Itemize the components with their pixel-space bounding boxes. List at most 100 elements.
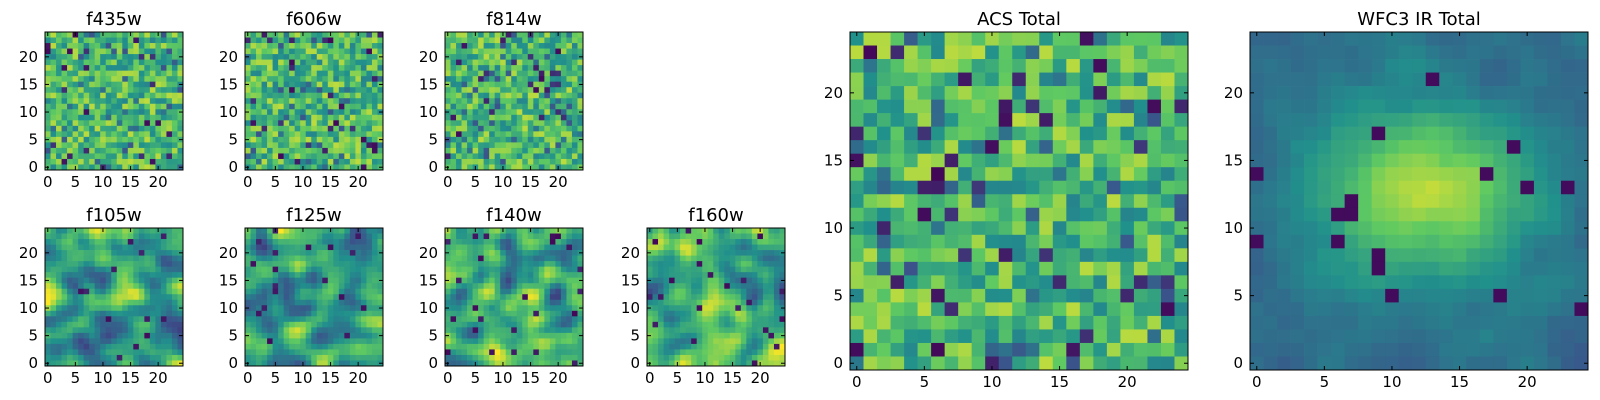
heatmap-cell bbox=[122, 120, 129, 127]
heatmap-cell bbox=[500, 327, 507, 334]
heatmap-cell bbox=[333, 142, 340, 149]
heatmap-cell bbox=[166, 125, 173, 132]
heatmap-cell bbox=[746, 261, 753, 267]
heatmap-cell bbox=[489, 327, 496, 334]
heatmap-cell bbox=[250, 255, 257, 262]
heatmap-cell bbox=[516, 131, 523, 138]
heatmap-cell bbox=[450, 233, 457, 240]
heatmap-cell bbox=[555, 343, 562, 350]
heatmap-cell bbox=[1012, 32, 1027, 46]
heatmap-cell bbox=[261, 233, 268, 240]
heatmap-cell bbox=[94, 98, 101, 105]
heatmap-cell bbox=[155, 277, 162, 284]
heatmap-cell bbox=[1039, 207, 1054, 222]
heatmap-cell bbox=[478, 255, 484, 262]
heatmap-cell bbox=[489, 310, 496, 317]
heatmap-cell bbox=[467, 65, 473, 71]
heatmap-cell bbox=[267, 321, 273, 328]
heatmap-cell bbox=[511, 305, 518, 312]
heatmap-cell bbox=[571, 65, 578, 71]
heatmap-cell bbox=[538, 294, 545, 301]
heatmap-cell bbox=[478, 54, 484, 60]
heatmap-cell bbox=[127, 321, 134, 328]
heatmap-cell bbox=[483, 92, 490, 99]
heatmap-cell bbox=[300, 147, 307, 154]
heatmap-cell bbox=[489, 76, 496, 83]
heatmap-cell bbox=[305, 250, 312, 256]
x-tick-label: 0 bbox=[243, 369, 253, 387]
heatmap-cell bbox=[177, 125, 184, 132]
heatmap-cell bbox=[713, 283, 720, 290]
heatmap-cell bbox=[527, 332, 534, 339]
panel-title: f125w bbox=[286, 205, 341, 226]
heatmap-cell bbox=[316, 288, 323, 295]
heatmap-cell bbox=[735, 228, 742, 234]
heatmap-cell bbox=[944, 221, 959, 236]
heatmap-cell bbox=[1133, 72, 1148, 87]
heatmap-cell bbox=[250, 164, 257, 171]
heatmap-cell bbox=[707, 354, 714, 361]
heatmap-cell bbox=[751, 250, 758, 256]
heatmap-cell bbox=[122, 92, 129, 99]
heatmap-cell bbox=[149, 103, 156, 110]
heatmap-cell bbox=[450, 98, 457, 105]
heatmap-cell bbox=[105, 37, 112, 44]
heatmap-cell bbox=[1174, 207, 1189, 222]
heatmap-cell bbox=[494, 37, 501, 44]
heatmap-cell bbox=[680, 338, 686, 345]
heatmap-cell bbox=[177, 114, 184, 121]
heatmap-cell bbox=[56, 360, 62, 367]
heatmap-cell bbox=[377, 120, 384, 127]
heatmap-cell bbox=[998, 194, 1013, 209]
heatmap-cell bbox=[138, 48, 145, 55]
heatmap-cell bbox=[144, 354, 151, 361]
heatmap-cell bbox=[740, 294, 747, 301]
heatmap-cell bbox=[349, 109, 356, 116]
heatmap-cell bbox=[445, 147, 451, 154]
heatmap-cell bbox=[985, 194, 1000, 209]
heatmap-cell bbox=[344, 37, 351, 44]
heatmap-cell bbox=[272, 92, 279, 99]
heatmap-cell bbox=[1066, 59, 1081, 73]
heatmap-cell bbox=[890, 72, 905, 87]
heatmap-cell bbox=[305, 261, 312, 267]
heatmap-cell bbox=[355, 321, 362, 328]
heatmap-cell bbox=[105, 250, 112, 256]
heatmap-cell bbox=[261, 277, 268, 284]
heatmap-cell bbox=[344, 164, 351, 171]
heatmap-cell bbox=[456, 239, 462, 245]
heatmap-cell bbox=[94, 261, 101, 267]
heatmap-cell bbox=[544, 114, 551, 121]
heatmap-cell bbox=[647, 288, 653, 295]
heatmap-cell bbox=[294, 239, 301, 245]
heatmap-cell bbox=[327, 81, 334, 88]
heatmap-cell bbox=[685, 228, 692, 234]
heatmap-cell bbox=[56, 321, 62, 328]
heatmap-cell bbox=[724, 332, 731, 339]
heatmap-cell bbox=[500, 43, 507, 49]
heatmap-cell bbox=[489, 87, 496, 94]
heatmap-cell bbox=[327, 250, 334, 256]
heatmap-cell bbox=[105, 327, 112, 334]
heatmap-cell bbox=[516, 92, 523, 99]
heatmap-cell bbox=[461, 136, 468, 143]
heatmap-cell bbox=[111, 233, 118, 240]
heatmap-cell bbox=[544, 294, 551, 301]
y-tick-label: 20 bbox=[419, 48, 438, 66]
heatmap-cell bbox=[371, 343, 378, 350]
heatmap-cell bbox=[489, 81, 496, 88]
heatmap-cell bbox=[349, 288, 356, 295]
heatmap-cell bbox=[456, 228, 462, 234]
heatmap-cell bbox=[456, 92, 462, 99]
heatmap-cell bbox=[61, 277, 68, 284]
x-tick-label: 15 bbox=[723, 369, 742, 387]
heatmap-cell bbox=[338, 136, 345, 143]
heatmap-cell bbox=[527, 255, 534, 262]
heatmap-cell bbox=[746, 239, 753, 245]
heatmap-cell bbox=[344, 59, 351, 66]
heatmap-cell bbox=[300, 59, 307, 66]
heatmap-cell bbox=[544, 98, 551, 105]
heatmap-cell bbox=[985, 153, 1000, 168]
heatmap-cell bbox=[549, 142, 556, 149]
heatmap-cell bbox=[166, 37, 173, 44]
